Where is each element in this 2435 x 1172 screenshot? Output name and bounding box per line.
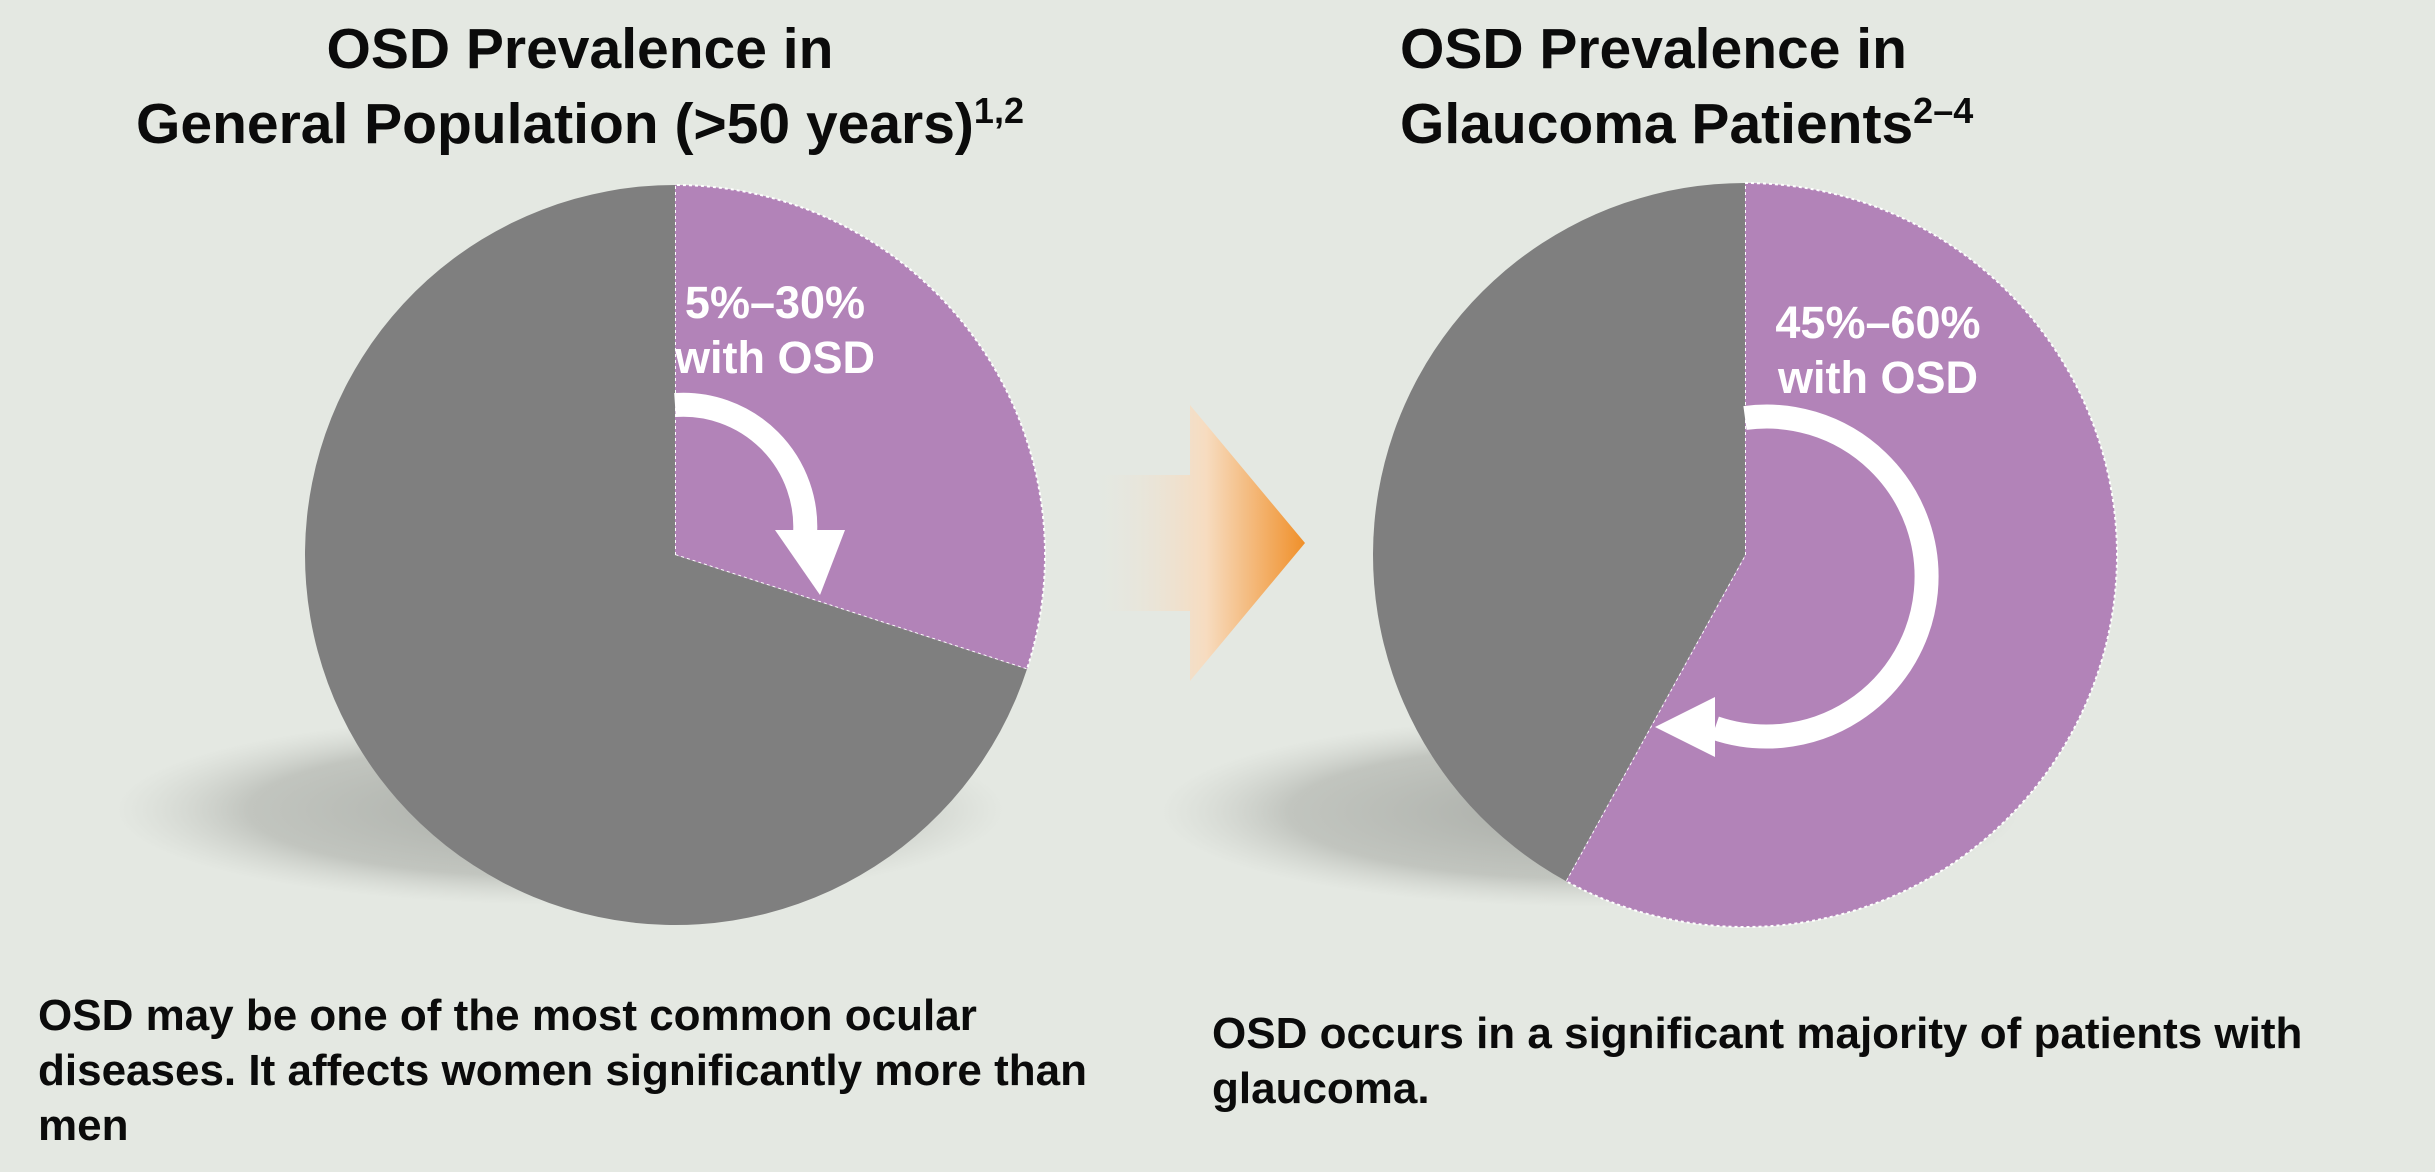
caption-general-population: OSD may be one of the most common ocular…	[38, 991, 1087, 1150]
title-general-population: OSD Prevalence in General Population (>5…	[80, 12, 1080, 162]
pie-left-label-line1: 5%–30%	[685, 277, 865, 328]
pie-slice-other	[305, 185, 1027, 925]
title-right-line2: Glaucoma Patients	[1400, 92, 1914, 156]
title-glaucoma-patients: OSD Prevalence in Glaucoma Patients2–4	[1400, 12, 2020, 162]
pie-right-label-line2: with OSD	[1777, 352, 1978, 403]
pie-slice-other	[1373, 183, 1745, 881]
title-left-footnote: 1,2	[973, 90, 1024, 131]
title-left-line1: OSD Prevalence in	[326, 17, 834, 81]
title-right-line1: OSD Prevalence in	[1400, 17, 1907, 81]
curved-arrow-icon	[1655, 404, 1939, 757]
curved-arrow-icon	[674, 392, 845, 595]
pie-chart-glaucoma	[1373, 181, 2118, 928]
pie-chart-general-population	[305, 183, 1046, 925]
arrow-right-icon	[1085, 405, 1305, 681]
pie-slice-osd	[674, 183, 1046, 671]
pie-right-label-line1: 45%–60%	[1775, 297, 1980, 348]
caption-glaucoma: OSD occurs in a significant majority of …	[1212, 1009, 2303, 1113]
title-left-line2: General Population (>50 years)	[136, 92, 974, 156]
title-right-footnote: 2–4	[1913, 90, 1974, 131]
pie-left-label-line2: with OSD	[674, 332, 875, 383]
